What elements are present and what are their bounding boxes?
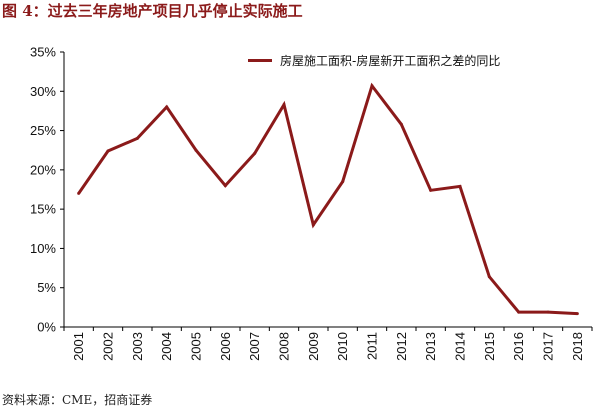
data-point: [253, 151, 257, 155]
x-tick-label: 2001: [71, 332, 86, 361]
data-point: [546, 310, 550, 314]
x-tick-label: 2011: [365, 332, 380, 360]
x-tick-label: 2015: [482, 332, 497, 361]
data-point: [135, 136, 139, 140]
data-point: [429, 188, 433, 192]
y-tick-label: 25%: [30, 123, 56, 138]
y-tick-label: 10%: [30, 241, 56, 256]
y-tick-label: 15%: [30, 202, 56, 217]
x-tick-label: 2003: [130, 332, 145, 361]
x-tick-label: 2006: [218, 332, 233, 361]
data-point: [194, 148, 198, 152]
data-point: [282, 103, 286, 107]
data-point: [487, 275, 491, 279]
legend-swatch: [248, 58, 272, 62]
data-point: [341, 180, 345, 184]
y-tick-label: 20%: [30, 162, 56, 177]
data-point: [223, 184, 227, 188]
x-tick-label: 2013: [423, 332, 438, 361]
data-point: [575, 312, 579, 316]
x-tick-label: 2016: [511, 332, 526, 361]
series-line: [77, 82, 578, 316]
x-tick-label: 2014: [453, 332, 468, 361]
x-tick-label: 2018: [570, 332, 585, 361]
y-tick-label: 30%: [30, 84, 56, 99]
figure-title-text: 过去三年房地产项目几乎停止实际施工: [47, 2, 303, 20]
x-tick-label: 2005: [189, 332, 204, 361]
x-tick-label: 2010: [335, 332, 350, 361]
x-tick-label: 2004: [159, 332, 174, 361]
figure-title: 图 4：过去三年房地产项目几乎停止实际施工: [2, 2, 303, 20]
x-tick-label: 2008: [277, 332, 292, 361]
chart-legend: 房屋施工面积-房屋新开工面积之差的同比: [248, 50, 500, 70]
x-tick-label: 2002: [101, 332, 116, 361]
x-tick-label: 2009: [306, 332, 321, 361]
data-point: [77, 191, 81, 195]
data-point: [165, 105, 169, 109]
x-tick-label: 2007: [247, 332, 262, 361]
y-tick-label: 5%: [37, 280, 56, 295]
y-tick-label: 0%: [37, 320, 56, 335]
x-tick-label: 2017: [541, 332, 556, 361]
x-tick-label: 2012: [394, 332, 409, 361]
data-point: [517, 310, 521, 314]
data-point: [311, 223, 315, 227]
data-point: [370, 84, 374, 88]
source-note: 资料来源：CME，招商证券: [2, 393, 153, 407]
data-point: [106, 149, 110, 153]
data-point: [458, 184, 462, 188]
y-tick-label: 35%: [30, 45, 56, 60]
legend-label: 房屋施工面积-房屋新开工面积之差的同比: [280, 53, 501, 68]
data-point: [399, 122, 403, 126]
figure-number: 图 4：: [2, 2, 48, 20]
